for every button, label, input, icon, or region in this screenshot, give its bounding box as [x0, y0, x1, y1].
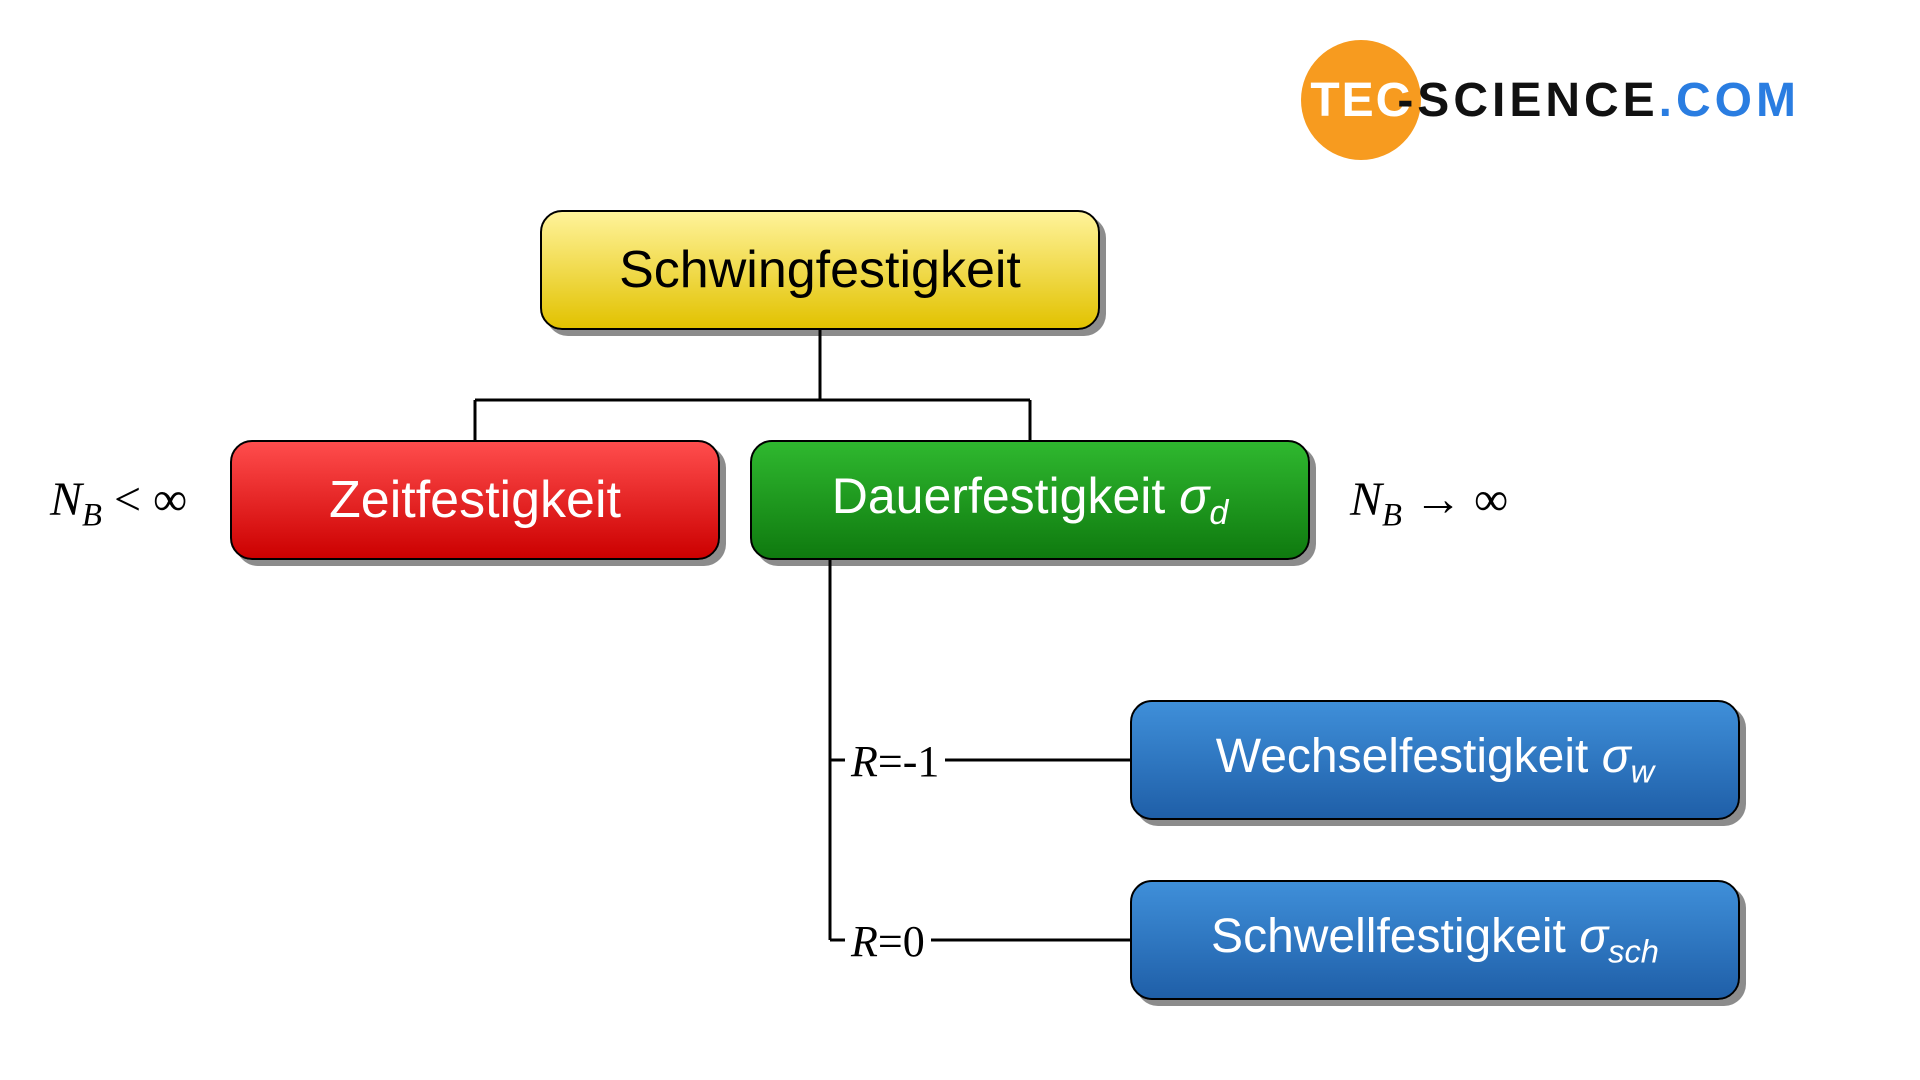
node-label: Wechselfestigkeit σw: [1216, 729, 1654, 791]
node-schwingfestigkeit: Schwingfestigkeit: [540, 210, 1100, 330]
annotation-nb-right: NB → ∞: [1350, 472, 1508, 535]
logo: TEC -SCIENCE.COM: [1301, 40, 1800, 160]
node-label: Zeitfestigkeit: [329, 470, 621, 530]
node-label: Schwellfestigkeit σsch: [1211, 909, 1659, 971]
node-label: Schwingfestigkeit: [619, 240, 1021, 300]
edge-label-r1: R=-1: [845, 736, 945, 787]
node-zeitfestigkeit: Zeitfestigkeit: [230, 440, 720, 560]
diagram-canvas: TEC -SCIENCE.COM Schwingfestigkeit Zeitf…: [0, 0, 1920, 1080]
node-schwellfestigkeit: Schwellfestigkeit σsch: [1130, 880, 1740, 1000]
node-dauerfestigkeit: Dauerfestigkeit σd: [750, 440, 1310, 560]
node-label: Dauerfestigkeit σd: [832, 467, 1228, 533]
edge-label-r2: R=0: [845, 916, 931, 967]
node-wechselfestigkeit: Wechselfestigkeit σw: [1130, 700, 1740, 820]
logo-text: -SCIENCE.COM: [1397, 73, 1800, 128]
annotation-nb-left: NB < ∞: [50, 472, 187, 535]
